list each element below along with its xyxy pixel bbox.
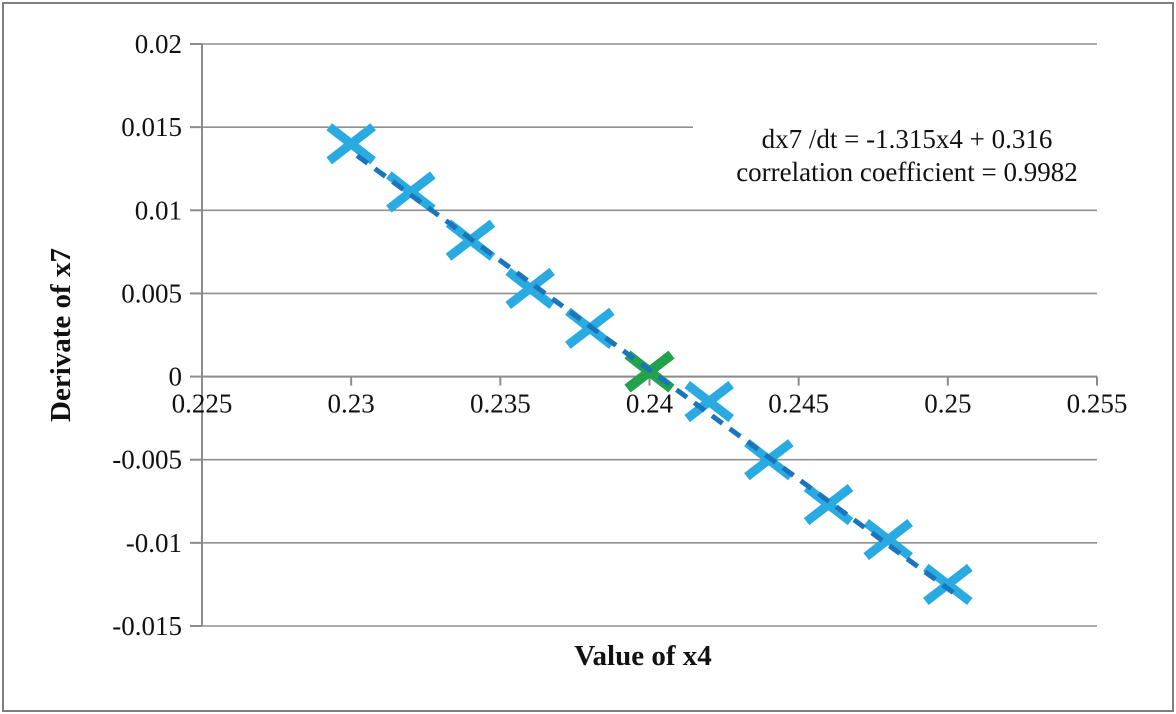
x-tick-label: 0.23 [328, 389, 375, 419]
data-points [326, 123, 973, 605]
x-tick-label: 0.25 [924, 389, 971, 419]
x-tick-label: 0.225 [172, 389, 233, 419]
data-point-marker [923, 563, 973, 605]
y-tick-label: -0.01 [126, 528, 182, 558]
annotation-correlation: correlation coefficient = 0.9982 [736, 157, 1078, 187]
y-tick-label: 0.005 [121, 278, 182, 308]
data-point-marker [326, 123, 376, 165]
y-tick-label: -0.005 [112, 445, 182, 475]
y-tick-label: -0.015 [112, 611, 182, 641]
annotation-equation: dx7 /dt = -1.315x4 + 0.316 [762, 124, 1053, 154]
x-tick-label: 0.235 [470, 389, 531, 419]
x-tick-label: 0.255 [1067, 389, 1128, 419]
data-point-marker [863, 518, 913, 561]
x-tick-label: 0.245 [768, 389, 829, 419]
data-point-marker [386, 171, 436, 213]
y-axis-title: Derivate of x7 [45, 248, 77, 422]
tick-labels: 0.02 0.015 0.01 0.005 0 -0.005 -0.01 -0.015 0.22… [112, 29, 1127, 641]
y-tick-label: 0.01 [135, 195, 182, 225]
data-point-marker [803, 484, 854, 526]
data-point-marker [505, 267, 555, 310]
trendline [355, 153, 959, 598]
trendline-group [355, 153, 959, 598]
y-tick-label: 0 [169, 362, 183, 392]
data-point-marker [684, 380, 734, 423]
x-tick-label: 0.24 [626, 389, 674, 419]
x-axis-title: Value of x4 [574, 640, 712, 672]
annotation-background [693, 106, 1122, 194]
annotation-box: dx7 /dt = -1.315x4 + 0.316 correlation c… [693, 106, 1122, 194]
y-tick-label: 0.02 [135, 29, 182, 59]
y-tick-label: 0.015 [121, 112, 182, 142]
